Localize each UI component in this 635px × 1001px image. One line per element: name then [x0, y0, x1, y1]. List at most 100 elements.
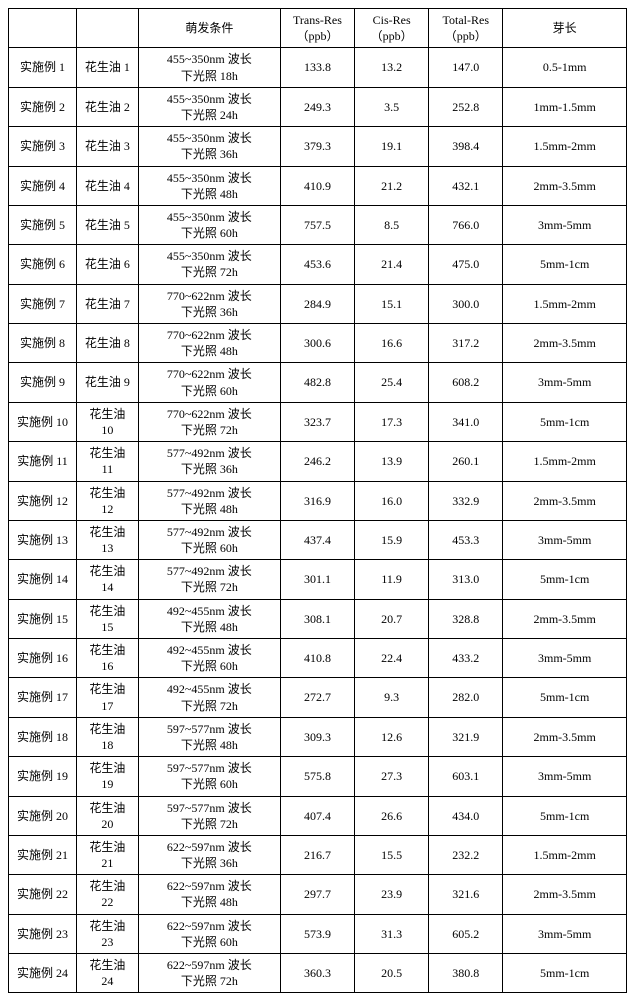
- cell-len: 2mm-3.5mm: [503, 599, 627, 638]
- cell-total: 434.0: [429, 796, 503, 835]
- cell-cond: 770~622nm 波长下光照 60h: [138, 363, 280, 402]
- cell-trans: 216.7: [280, 835, 354, 874]
- cell-oil: 花生油23: [76, 914, 138, 953]
- table-row: 实施例 8花生油 8770~622nm 波长下光照 48h300.616.631…: [9, 324, 627, 363]
- cell-cis: 17.3: [355, 402, 429, 441]
- cell-exp: 实施例 7: [9, 284, 77, 323]
- cell-trans: 249.3: [280, 87, 354, 126]
- header-len: 芽长: [503, 9, 627, 48]
- cell-cis: 15.5: [355, 835, 429, 874]
- cell-oil: 花生油18: [76, 717, 138, 756]
- cell-len: 1.5mm-2mm: [503, 442, 627, 481]
- cell-cond: 455~350nm 波长下光照 72h: [138, 245, 280, 284]
- cell-oil: 花生油 2: [76, 87, 138, 126]
- cell-exp: 实施例 21: [9, 835, 77, 874]
- cell-total: 317.2: [429, 324, 503, 363]
- cell-total: 433.2: [429, 639, 503, 678]
- cell-oil: 花生油17: [76, 678, 138, 717]
- table-row: 实施例 16花生油16492~455nm 波长下光照 60h410.822.44…: [9, 639, 627, 678]
- table-row: 实施例 3花生油 3455~350nm 波长下光照 36h379.319.139…: [9, 127, 627, 166]
- cell-trans: 309.3: [280, 717, 354, 756]
- cell-total: 260.1: [429, 442, 503, 481]
- cell-oil: 花生油 1: [76, 48, 138, 87]
- cell-total: 282.0: [429, 678, 503, 717]
- table-row: 实施例 11花生油11577~492nm 波长下光照 36h246.213.92…: [9, 442, 627, 481]
- cell-total: 453.3: [429, 520, 503, 559]
- cell-cis: 15.1: [355, 284, 429, 323]
- cell-total: 341.0: [429, 402, 503, 441]
- cell-trans: 410.9: [280, 166, 354, 205]
- cell-cond: 597~577nm 波长下光照 48h: [138, 717, 280, 756]
- cell-cis: 25.4: [355, 363, 429, 402]
- cell-total: 766.0: [429, 205, 503, 244]
- cell-exp: 实施例 23: [9, 914, 77, 953]
- cell-trans: 297.7: [280, 875, 354, 914]
- table-row: 实施例 22花生油22622~597nm 波长下光照 48h297.723.93…: [9, 875, 627, 914]
- cell-exp: 实施例 18: [9, 717, 77, 756]
- table-row: 实施例 18花生油18597~577nm 波长下光照 48h309.312.63…: [9, 717, 627, 756]
- cell-exp: 实施例 2: [9, 87, 77, 126]
- cell-oil: 花生油15: [76, 599, 138, 638]
- cell-cis: 20.5: [355, 954, 429, 993]
- table-row: 实施例 13花生油13577~492nm 波长下光照 60h437.415.94…: [9, 520, 627, 559]
- table-row: 实施例 4花生油 4455~350nm 波长下光照 48h410.921.243…: [9, 166, 627, 205]
- cell-cond: 577~492nm 波长下光照 72h: [138, 560, 280, 599]
- header-oil: [76, 9, 138, 48]
- cell-exp: 实施例 6: [9, 245, 77, 284]
- table-row: 实施例 14花生油14577~492nm 波长下光照 72h301.111.93…: [9, 560, 627, 599]
- data-table: 萌发条件 Trans-Res（ppb） Cis-Res（ppb） Total-R…: [8, 8, 627, 993]
- cell-exp: 实施例 9: [9, 363, 77, 402]
- cell-exp: 实施例 8: [9, 324, 77, 363]
- header-exp: [9, 9, 77, 48]
- cell-oil: 花生油 6: [76, 245, 138, 284]
- cell-cis: 22.4: [355, 639, 429, 678]
- header-cond: 萌发条件: [138, 9, 280, 48]
- cell-trans: 323.7: [280, 402, 354, 441]
- cell-cond: 455~350nm 波长下光照 36h: [138, 127, 280, 166]
- cell-oil: 花生油 4: [76, 166, 138, 205]
- cell-exp: 实施例 4: [9, 166, 77, 205]
- cell-cond: 597~577nm 波长下光照 60h: [138, 757, 280, 796]
- cell-cond: 455~350nm 波长下光照 24h: [138, 87, 280, 126]
- cell-trans: 757.5: [280, 205, 354, 244]
- cell-cond: 622~597nm 波长下光照 36h: [138, 835, 280, 874]
- cell-trans: 379.3: [280, 127, 354, 166]
- cell-trans: 133.8: [280, 48, 354, 87]
- cell-cond: 597~577nm 波长下光照 72h: [138, 796, 280, 835]
- cell-exp: 实施例 19: [9, 757, 77, 796]
- cell-exp: 实施例 10: [9, 402, 77, 441]
- table-row: 实施例 12花生油12577~492nm 波长下光照 48h316.916.03…: [9, 481, 627, 520]
- cell-exp: 实施例 14: [9, 560, 77, 599]
- cell-trans: 410.8: [280, 639, 354, 678]
- table-row: 实施例 17花生油17492~455nm 波长下光照 72h272.79.328…: [9, 678, 627, 717]
- cell-oil: 花生油13: [76, 520, 138, 559]
- cell-cond: 622~597nm 波长下光照 72h: [138, 954, 280, 993]
- cell-trans: 272.7: [280, 678, 354, 717]
- cell-cond: 770~622nm 波长下光照 48h: [138, 324, 280, 363]
- cell-exp: 实施例 15: [9, 599, 77, 638]
- table-row: 实施例 23花生油23622~597nm 波长下光照 60h573.931.36…: [9, 914, 627, 953]
- cell-cis: 13.9: [355, 442, 429, 481]
- cell-exp: 实施例 5: [9, 205, 77, 244]
- cell-len: 5mm-1cm: [503, 678, 627, 717]
- cell-cis: 19.1: [355, 127, 429, 166]
- cell-len: 5mm-1cm: [503, 796, 627, 835]
- cell-total: 475.0: [429, 245, 503, 284]
- header-total: Total-Res（ppb）: [429, 9, 503, 48]
- cell-exp: 实施例 13: [9, 520, 77, 559]
- cell-cond: 492~455nm 波长下光照 48h: [138, 599, 280, 638]
- cell-len: 3mm-5mm: [503, 205, 627, 244]
- cell-total: 252.8: [429, 87, 503, 126]
- cell-trans: 316.9: [280, 481, 354, 520]
- cell-cis: 3.5: [355, 87, 429, 126]
- cell-oil: 花生油20: [76, 796, 138, 835]
- cell-len: 0.5-1mm: [503, 48, 627, 87]
- cell-total: 232.2: [429, 835, 503, 874]
- cell-total: 313.0: [429, 560, 503, 599]
- table-row: 实施例 15花生油15492~455nm 波长下光照 48h308.120.73…: [9, 599, 627, 638]
- table-row: 实施例 1花生油 1455~350nm 波长下光照 18h133.813.214…: [9, 48, 627, 87]
- cell-cond: 492~455nm 波长下光照 72h: [138, 678, 280, 717]
- cell-total: 603.1: [429, 757, 503, 796]
- cell-cis: 16.6: [355, 324, 429, 363]
- cell-cis: 23.9: [355, 875, 429, 914]
